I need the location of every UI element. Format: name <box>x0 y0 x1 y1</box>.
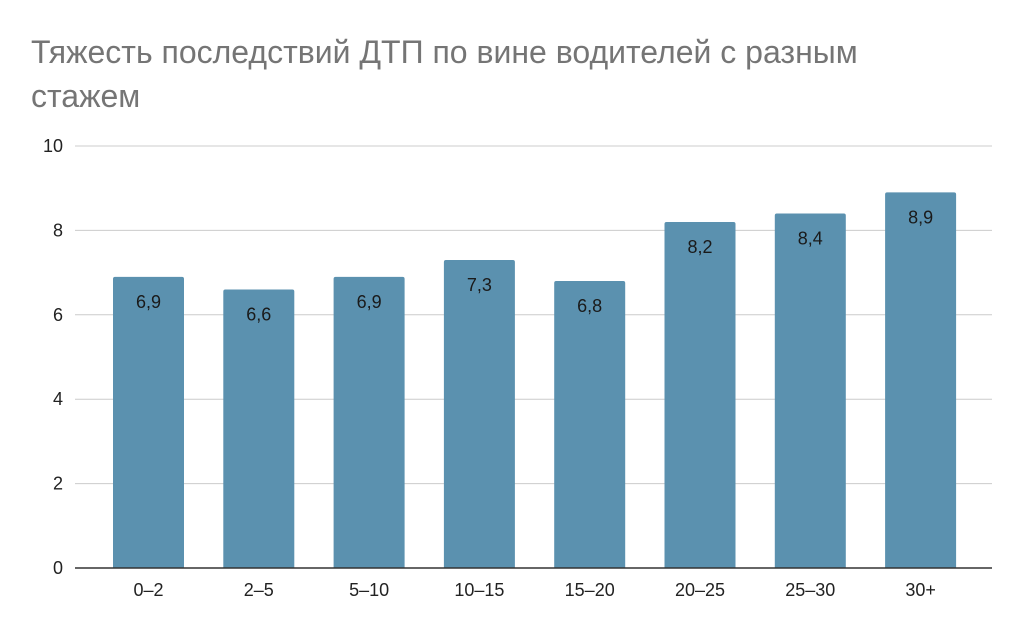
x-tick-label: 0–2 <box>133 580 163 600</box>
x-tick-label: 25–30 <box>785 580 835 600</box>
y-tick-label: 10 <box>43 136 63 156</box>
bar <box>113 276 184 568</box>
data-labels: 6,9 6,6 6,9 7,3 6,8 8,2 8,4 8,9 <box>136 207 933 324</box>
bar <box>885 192 957 569</box>
data-label: 8,4 <box>798 229 823 249</box>
gridlines <box>75 145 992 485</box>
data-label: 6,9 <box>136 292 161 312</box>
data-label: 6,8 <box>577 296 602 316</box>
y-tick-label: 4 <box>53 389 63 409</box>
x-tick-label: 5–10 <box>349 580 389 600</box>
x-tick-labels: 0–2 2–5 5–10 10–15 15–20 20–25 25–30 30+ <box>133 580 935 600</box>
bar <box>664 221 736 568</box>
bar <box>554 281 626 568</box>
data-label: 6,6 <box>246 304 271 324</box>
y-tick-label: 0 <box>53 558 63 578</box>
y-tick-label: 6 <box>53 305 63 325</box>
x-tick-label: 15–20 <box>565 580 615 600</box>
data-label: 8,2 <box>687 237 712 257</box>
bar <box>443 259 515 568</box>
bar <box>333 276 405 568</box>
bar <box>774 213 846 568</box>
y-tick-label: 2 <box>53 474 63 494</box>
x-tick-label: 20–25 <box>675 580 725 600</box>
chart-title: Тяжесть последствий ДТП по вине водителе… <box>31 34 858 114</box>
y-tick-labels: 0 2 4 6 8 10 <box>43 136 63 578</box>
data-label: 7,3 <box>467 275 492 295</box>
y-tick-label: 8 <box>53 220 63 240</box>
bar <box>223 289 295 568</box>
data-label: 6,9 <box>357 292 382 312</box>
bars <box>113 192 957 569</box>
x-tick-label: 10–15 <box>454 580 504 600</box>
x-tick-label: 30+ <box>905 580 936 600</box>
x-tick-label: 2–5 <box>244 580 274 600</box>
data-label: 8,9 <box>908 207 933 227</box>
